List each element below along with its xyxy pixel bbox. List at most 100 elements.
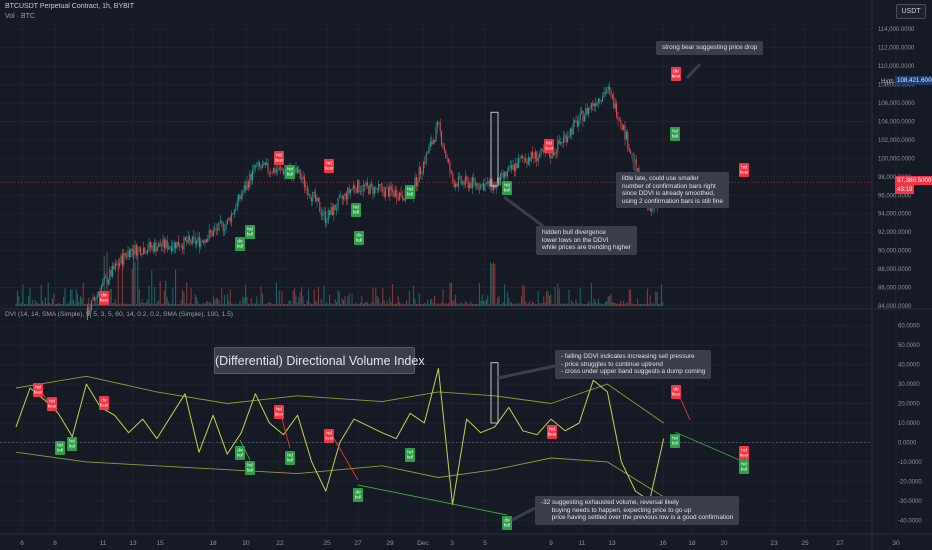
price-tick-label: 110,000.0000 (878, 64, 915, 70)
volume-bar (47, 282, 49, 306)
signal-label-text: div (673, 69, 679, 74)
volume-bar (480, 301, 482, 306)
candle-body (271, 172, 273, 174)
volume-bar (116, 303, 118, 306)
highlight-box-price (490, 111, 499, 187)
candle-body (331, 207, 333, 216)
candle-body (445, 150, 447, 158)
candle-body (597, 98, 599, 103)
volume-bar (558, 288, 560, 306)
volume-bar (302, 296, 304, 306)
candle-body (470, 182, 472, 189)
indicator-title[interactable]: (Differential) Directional Volume Index (214, 347, 425, 374)
volume-bar (179, 303, 181, 306)
candle-body (473, 177, 475, 182)
volume-bar (317, 287, 319, 306)
signal-label-text: hid (287, 167, 293, 172)
candle-body (242, 192, 244, 196)
volume-bar (287, 303, 289, 306)
volume-bar (443, 303, 445, 306)
volume-bar (509, 302, 511, 306)
symbol-title[interactable]: BTCUSDT Perpetual Contract, 1h, BYBIT (5, 3, 135, 10)
annotation-strong-bear[interactable]: strong bear suggesting price drop (656, 41, 764, 55)
volume-bar (156, 301, 158, 306)
volume-bar (337, 289, 339, 306)
volume-bar (189, 303, 191, 306)
volume-bar (607, 296, 609, 306)
candle-body (422, 161, 424, 173)
volume-bar (659, 303, 661, 306)
candle-body (380, 186, 382, 188)
candle-body (222, 222, 224, 231)
volume-bar (112, 303, 114, 306)
signal-label-box (324, 159, 334, 173)
candle-body (243, 185, 245, 193)
volume-bar (642, 303, 644, 306)
candle-body (249, 173, 251, 188)
candle-body (567, 136, 569, 143)
candle-body (299, 169, 301, 179)
candle-body (569, 128, 571, 137)
annotation-exhausted-volume[interactable]: -32 suggesting exhausted volume, reversa… (535, 496, 740, 525)
signal-markers: hidbearhidbearhidbeardivbearhidbeardivbe… (33, 67, 749, 530)
volume-bar (53, 293, 55, 306)
volume-bar (373, 303, 375, 306)
candle-body (379, 184, 381, 187)
candle-body (184, 237, 186, 241)
volume-bar (499, 303, 501, 306)
signal-label-text: hid (407, 450, 413, 455)
time-tick-label: 13 (129, 540, 137, 547)
currency-button[interactable]: USDT (896, 4, 926, 19)
volume-bar (294, 288, 296, 306)
annotation-little-late[interactable]: little late, could use smaller number of… (616, 172, 729, 209)
annotation-falling-ddvi[interactable]: - falling DDVI indicates increasing sell… (555, 350, 712, 379)
volume-bar (604, 301, 606, 306)
signal-label-box (671, 67, 681, 81)
price-tick-label: 114,000.0000 (878, 27, 915, 33)
volume-bar (183, 292, 185, 306)
volume-bar (43, 303, 45, 306)
candle-body (275, 170, 277, 173)
candle-body (362, 184, 364, 192)
candle-body (109, 269, 111, 281)
candle-body (369, 183, 371, 194)
price-tick-label: 100,000.0000 (878, 156, 915, 162)
candle-body (350, 189, 352, 193)
candle-body (137, 247, 139, 256)
indicator-label[interactable]: DVI (14, 14, SMA (Simple), 5, 5, 3, 5, 6… (5, 311, 233, 318)
volume-bar (278, 290, 280, 306)
annotation-hidden-bull[interactable]: hidden bull divergence lower lows on the… (536, 226, 637, 255)
volume-bar (498, 296, 500, 306)
candle-body (296, 167, 298, 173)
volume-bar (540, 303, 542, 306)
signal-label-box (67, 437, 77, 451)
volume-bar (238, 303, 240, 306)
volume-bar (127, 303, 129, 306)
candle-body (116, 263, 118, 265)
volume-bar (476, 303, 478, 306)
candle-body (107, 280, 109, 284)
volume-bar (616, 303, 618, 306)
volume-bar (242, 296, 244, 306)
volume-bar (58, 303, 60, 306)
candle-body (607, 87, 609, 91)
candle-body (176, 241, 178, 249)
signal-label-box (544, 139, 554, 153)
time-tick-label: 5 (483, 540, 487, 547)
volume-bar (36, 302, 38, 306)
time-tick-label: 25 (323, 540, 331, 547)
signal-label-text: hid (57, 443, 63, 448)
candle-body (359, 191, 361, 192)
candle-body (309, 194, 311, 199)
volume-bar (96, 303, 98, 306)
signal-label-text: bear (672, 74, 681, 79)
candle-body (483, 183, 485, 191)
volume-label[interactable]: Vol · BTC (5, 13, 35, 20)
candle-body (480, 183, 482, 190)
candle-body (313, 192, 315, 194)
price-countdown: 43:19 (895, 185, 915, 194)
